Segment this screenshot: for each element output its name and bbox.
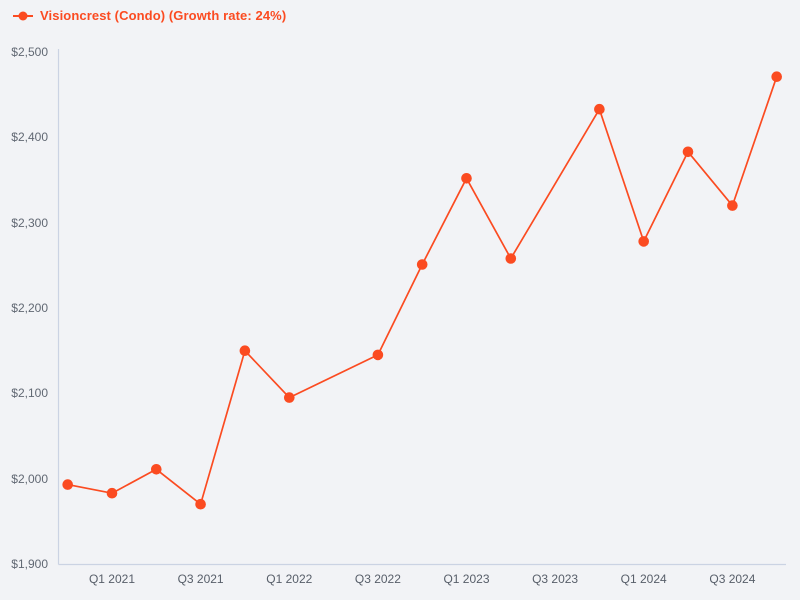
data-point-dot[interactable]: [372, 349, 384, 361]
x-axis-tick-label: Q1 2022: [266, 572, 313, 586]
data-point-dot[interactable]: [106, 487, 118, 499]
data-point-dot[interactable]: [682, 146, 694, 158]
x-axis-tick-label: Q3 2022: [354, 572, 401, 586]
data-point-dot[interactable]: [505, 253, 517, 264]
data-point-dot[interactable]: [151, 464, 162, 475]
data-point-dot[interactable]: [239, 345, 251, 357]
data-point-dot[interactable]: [638, 236, 649, 247]
y-axis-tick-label: $2,300: [11, 215, 48, 230]
x-axis-tick-label: Q1 2024: [620, 572, 667, 586]
x-axis-tick-label: Q3 2021: [177, 572, 224, 586]
data-point-dot[interactable]: [771, 71, 782, 82]
data-point-dot[interactable]: [284, 392, 295, 403]
data-point-dot[interactable]: [594, 103, 605, 115]
series-line: [67, 76, 778, 506]
data-point-dot[interactable]: [416, 259, 428, 270]
legend-label: Visioncrest (Condo) (Growth rate: 24%): [40, 8, 287, 23]
x-axis-tick-label: Q1 2021: [88, 572, 136, 586]
data-point-dot[interactable]: [461, 173, 472, 184]
y-axis-tick-label: $2,500: [11, 45, 48, 59]
data-point-dot[interactable]: [62, 479, 73, 490]
legend-item[interactable]: Visioncrest (Condo) (Growth rate: 24%): [12, 8, 286, 23]
data-point-dot[interactable]: [727, 200, 738, 211]
y-axis-tick-label: $2,100: [11, 386, 48, 401]
y-axis-tick-label: $2,200: [11, 301, 48, 315]
x-axis-tick-label: Q3 2024: [709, 572, 756, 586]
legend-line-dot-icon: [13, 11, 33, 20]
y-axis-tick-label: $2,000: [11, 471, 48, 486]
y-axis-tick-label: $1,900: [11, 557, 48, 571]
x-axis-tick-label: Q3 2023: [532, 572, 579, 586]
data-point-dot[interactable]: [195, 498, 206, 510]
y-axis-tick-label: $2,400: [11, 130, 48, 145]
x-axis-tick-label: Q1 2023: [443, 572, 490, 586]
